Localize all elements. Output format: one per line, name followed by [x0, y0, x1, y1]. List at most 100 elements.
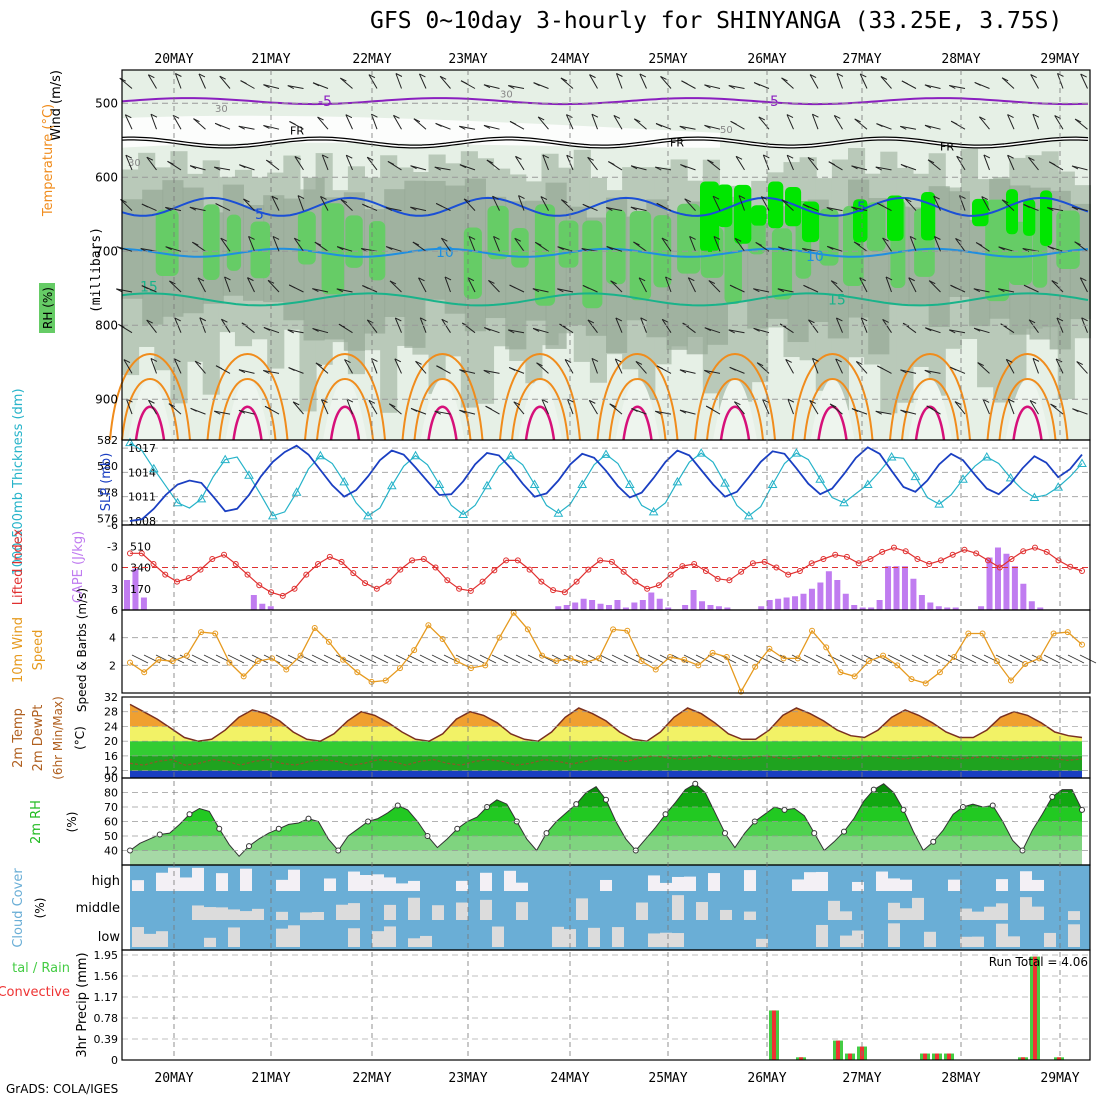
wind-barb-flag: [320, 196, 327, 200]
lifted-line: [130, 547, 1083, 597]
wind-barb-flag: [973, 327, 981, 332]
cloud-gap: [192, 905, 204, 920]
cloud-gap: [672, 876, 684, 891]
precip-axis-label: 3hr Precip (mm): [75, 952, 90, 1057]
rh-shade-green: [203, 204, 220, 280]
rh-marker: [127, 847, 133, 854]
wind-speed-marker: [1022, 660, 1029, 667]
wind-barb: [981, 196, 990, 211]
wind-barb-flag: [1081, 317, 1088, 322]
wind-barb-flag: [463, 198, 471, 203]
lifted-tick-label: -6: [107, 519, 118, 532]
wind-barb-flag: [900, 409, 907, 414]
wind-barb: [863, 654, 881, 664]
cloud-gap: [228, 909, 240, 920]
cloud-gap: [912, 897, 924, 920]
wind-barb-flag: [385, 246, 393, 251]
wind-barb-flag: [441, 318, 449, 323]
isotherm-30: [622, 405, 653, 441]
wind-barb-flag: [900, 369, 907, 374]
wind-speed-marker: [311, 624, 318, 631]
wind-barb: [880, 76, 892, 89]
wind-speed-marker: [951, 654, 958, 661]
wind-barb: [388, 403, 402, 415]
wind-barb: [146, 319, 157, 334]
wind-barb: [561, 199, 574, 211]
wind-speed-marker: [581, 659, 588, 666]
precip-tick-label: 1.56: [94, 970, 119, 983]
wind-barb: [413, 118, 427, 130]
wind-barb: [661, 319, 672, 333]
wind-barb: [1071, 165, 1088, 171]
rh-label: 30: [500, 89, 513, 100]
wind-barb: [1079, 277, 1088, 293]
wind-barb: [455, 654, 473, 664]
wind-barb: [679, 369, 696, 374]
wind-barb-flag: [983, 154, 991, 159]
wind-barb-flag: [263, 327, 271, 331]
cloud-gap: [984, 906, 996, 920]
lifted-marker: [973, 550, 980, 557]
cloud-unit-label: (%): [33, 898, 47, 919]
rh-marker: [573, 801, 580, 808]
isotherm-20: [791, 352, 874, 441]
lifted-marker: [1067, 563, 1074, 570]
lifted-marker: [209, 556, 216, 562]
wind-barb-flag: [908, 277, 915, 282]
wind-barb: [491, 654, 509, 664]
temp-band: [130, 726, 1082, 742]
wind-barb: [787, 398, 794, 415]
wind-speed-marker: [439, 636, 446, 643]
cloud-gap: [996, 879, 1008, 891]
wind-barb: [707, 159, 721, 171]
lifted-marker: [890, 544, 897, 551]
wind-barb: [513, 401, 525, 415]
thickness-marker: [601, 449, 611, 458]
wind-barb: [679, 409, 696, 415]
cloud-gap: [576, 898, 588, 920]
wind-barb-flag: [344, 359, 351, 363]
wind-barb: [665, 276, 672, 293]
wind-barb-flag: [123, 359, 131, 364]
cloud-gap: [636, 902, 648, 920]
cloud-gap: [384, 904, 396, 920]
wind-barb-flag: [734, 401, 741, 406]
wind-barb-flag: [929, 280, 936, 285]
lifted-marker: [1020, 548, 1027, 555]
wind-barb-flag: [735, 155, 743, 160]
wind-barb: [728, 85, 745, 89]
bottom-day-label: 20MAY: [154, 1071, 193, 1086]
lifted-marker: [949, 551, 956, 558]
wind-barb: [560, 77, 574, 89]
cloud-gap: [996, 923, 1008, 947]
wind-barb: [165, 206, 182, 212]
thickness-slp-panel: [121, 439, 1091, 526]
wind-barb-flag: [589, 74, 596, 79]
wind-barb-flag: [1048, 161, 1056, 166]
wind-barb-flag: [753, 288, 760, 293]
wind-barb: [815, 654, 833, 664]
temp-band: [130, 770, 1082, 778]
wind-speed-marker: [127, 659, 133, 666]
rh-marker: [275, 825, 282, 832]
wind-barb: [459, 409, 476, 415]
wind-barb-flag: [982, 398, 990, 403]
wind-barb: [194, 360, 206, 374]
wind-barb: [733, 401, 745, 415]
wind-barb: [263, 84, 280, 89]
wind-barb: [851, 654, 869, 664]
wind-speed-marker: [283, 666, 290, 673]
wind-barb-flag: [809, 399, 816, 404]
rh-tick-label: 60: [104, 816, 118, 829]
lifted-marker: [1031, 544, 1038, 551]
wind-barb: [336, 288, 353, 293]
wind-barb-flag: [613, 114, 621, 119]
cloud-gap: [480, 899, 492, 920]
rh-marker: [1079, 806, 1085, 813]
wind-barb-flag: [975, 242, 983, 246]
wind-barb-flag: [826, 207, 834, 211]
wind-barb-flag: [589, 399, 596, 404]
wind-barb: [368, 400, 378, 415]
wind-barb-flag: [488, 280, 495, 284]
wind-barb-flag: [566, 114, 573, 119]
